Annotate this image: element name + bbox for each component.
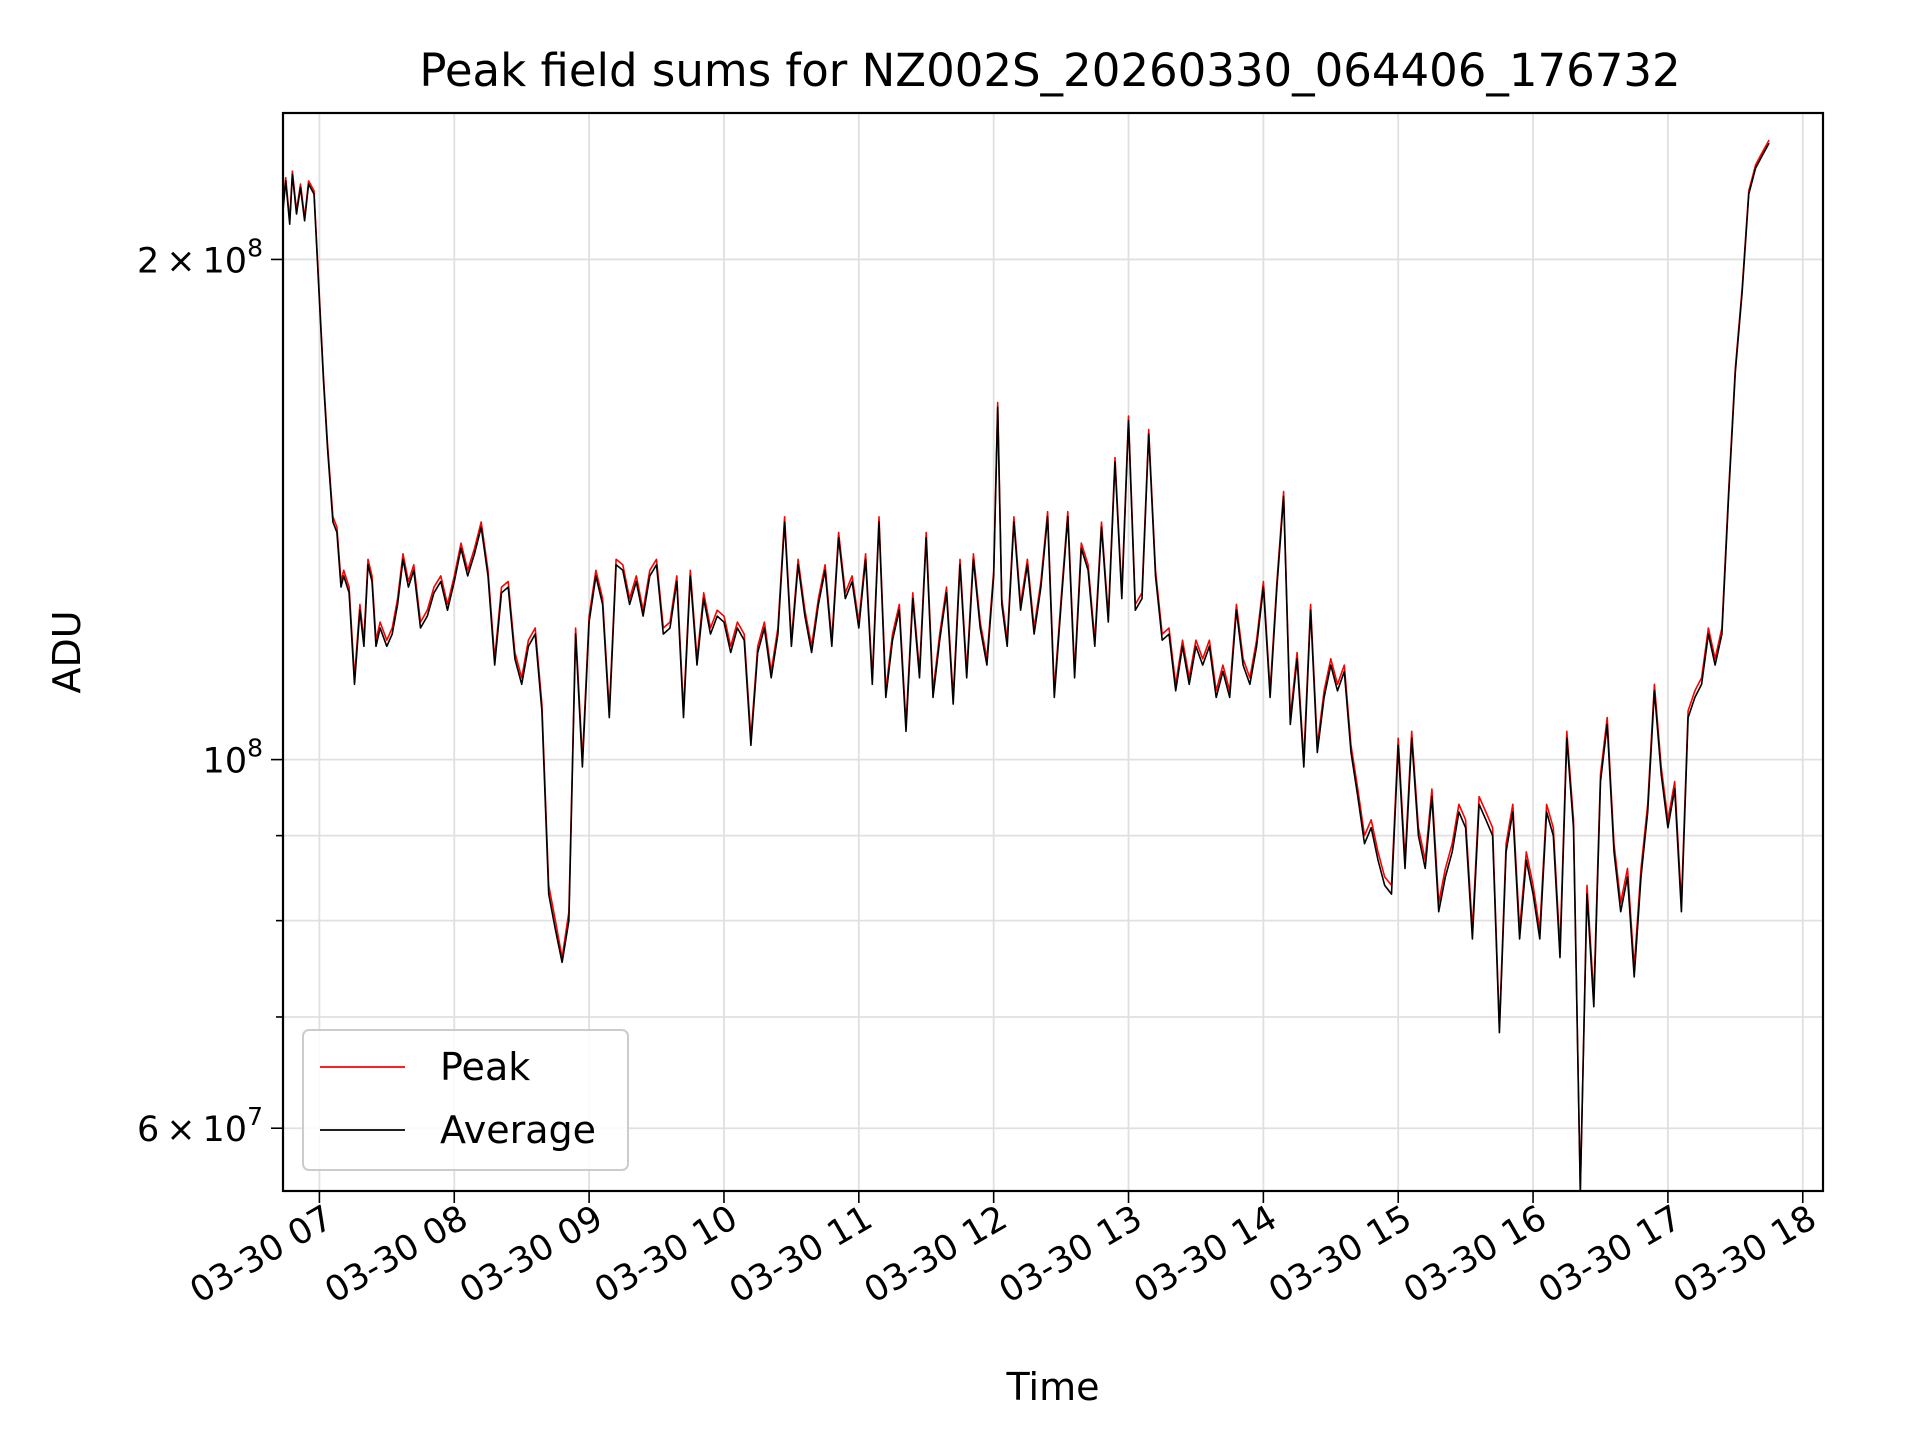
legend-label-average: Average — [440, 1108, 596, 1152]
legend-label-peak: Peak — [440, 1045, 530, 1089]
chart-title: Peak field sums for NZ002S_20260330_0644… — [419, 44, 1680, 97]
y-tick-label: 6 × 107 — [137, 1102, 263, 1150]
average-series-line — [282, 142, 1770, 1192]
legend[interactable]: Peak Average — [302, 1029, 629, 1171]
legend-box — [302, 1029, 629, 1171]
y-tick-label: 108 — [203, 734, 263, 782]
gridlines — [283, 113, 1823, 1191]
y-axis-label: ADU — [45, 610, 89, 693]
x-axis-label: Time — [1006, 1365, 1100, 1409]
y-tick-label: 2 × 108 — [137, 233, 263, 281]
y-axis: 6 × 107 108 2 × 108 — [137, 233, 283, 1150]
plot-frame — [281, 111, 1825, 1193]
series-layer — [282, 139, 1770, 1192]
